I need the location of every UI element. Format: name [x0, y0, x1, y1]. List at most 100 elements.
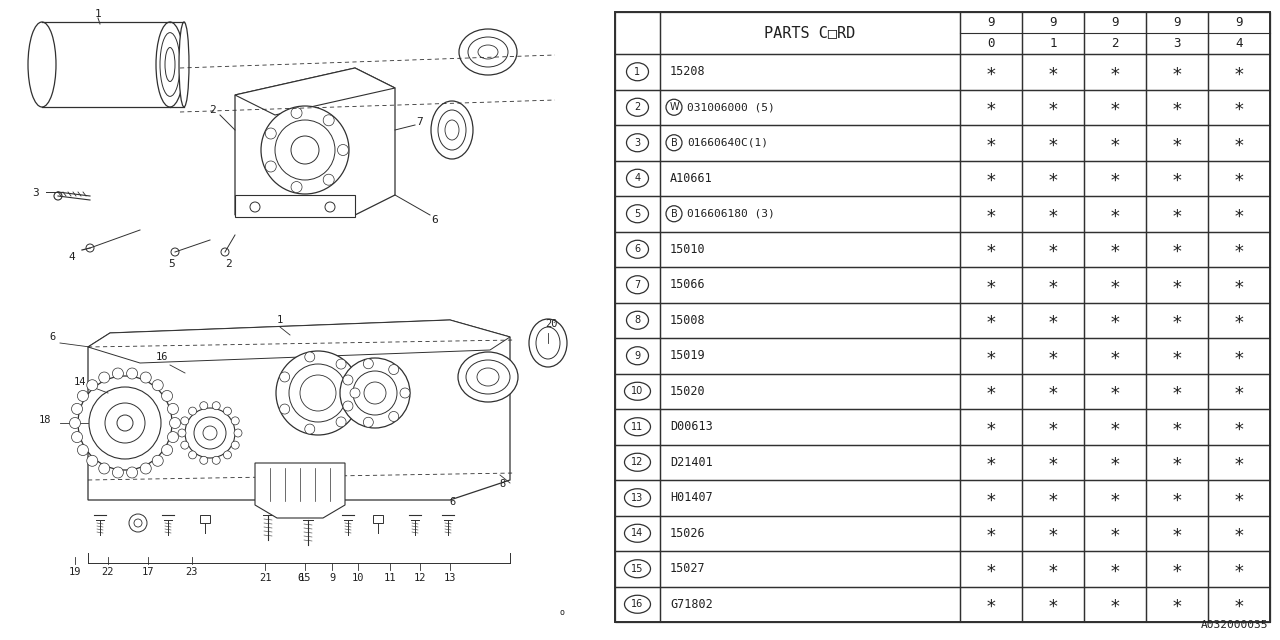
Text: 7: 7	[416, 117, 424, 127]
Text: ∗: ∗	[1110, 489, 1120, 507]
Text: 9: 9	[635, 351, 640, 361]
Circle shape	[343, 375, 353, 385]
Bar	[960, 161, 1021, 196]
Circle shape	[141, 463, 151, 474]
Bar	[1146, 232, 1208, 267]
Text: 12: 12	[631, 457, 644, 467]
Circle shape	[349, 388, 360, 398]
Bar	[1084, 267, 1146, 303]
Bar	[1208, 586, 1270, 622]
Text: ∗: ∗	[1110, 99, 1120, 116]
Text: ∗: ∗	[1171, 63, 1183, 81]
Circle shape	[340, 358, 410, 428]
Text: ∗: ∗	[1171, 311, 1183, 329]
Bar	[660, 586, 960, 622]
Bar	[660, 90, 960, 125]
Circle shape	[289, 364, 347, 422]
Circle shape	[99, 463, 110, 474]
Text: 9: 9	[1050, 16, 1057, 29]
Bar	[1084, 409, 1146, 445]
Text: 1: 1	[276, 315, 283, 325]
Circle shape	[261, 106, 349, 194]
Bar	[614, 480, 660, 515]
Ellipse shape	[625, 453, 650, 471]
Bar	[614, 338, 660, 374]
Bar	[1146, 12, 1208, 54]
Text: ∗: ∗	[1171, 453, 1183, 471]
Text: ∗: ∗	[1110, 169, 1120, 188]
Text: ∗: ∗	[1110, 311, 1120, 329]
Bar	[614, 12, 1270, 622]
Text: ∗: ∗	[1047, 382, 1059, 400]
Polygon shape	[236, 68, 396, 115]
Bar	[1021, 161, 1084, 196]
Circle shape	[389, 365, 398, 374]
Text: ∗: ∗	[986, 311, 996, 329]
Text: 9: 9	[987, 16, 995, 29]
Circle shape	[87, 380, 97, 390]
Bar	[1146, 90, 1208, 125]
Text: 031006000 (5): 031006000 (5)	[687, 102, 774, 112]
Circle shape	[279, 372, 289, 382]
Circle shape	[127, 368, 138, 379]
Text: 19: 19	[69, 567, 81, 577]
Ellipse shape	[666, 205, 682, 221]
Circle shape	[90, 387, 161, 459]
Text: 01660640C(1): 01660640C(1)	[687, 138, 768, 148]
Bar	[1208, 338, 1270, 374]
Circle shape	[161, 445, 173, 456]
Ellipse shape	[625, 595, 650, 613]
Circle shape	[364, 359, 374, 369]
Circle shape	[323, 174, 334, 185]
Bar	[236, 195, 355, 217]
Bar	[1208, 267, 1270, 303]
Bar	[614, 196, 660, 232]
Circle shape	[113, 368, 123, 379]
Ellipse shape	[666, 135, 682, 151]
Text: 3: 3	[635, 138, 640, 148]
Text: 2: 2	[635, 102, 640, 112]
Text: ∗: ∗	[986, 99, 996, 116]
Text: ∗: ∗	[1047, 453, 1059, 471]
Bar	[1208, 161, 1270, 196]
Text: ∗: ∗	[986, 524, 996, 542]
Ellipse shape	[666, 99, 682, 115]
Text: ∗: ∗	[1047, 489, 1059, 507]
Ellipse shape	[529, 319, 567, 367]
Circle shape	[86, 244, 93, 252]
Circle shape	[224, 451, 232, 459]
Text: ∗: ∗	[1047, 311, 1059, 329]
Bar	[960, 338, 1021, 374]
Circle shape	[276, 351, 360, 435]
Text: 11: 11	[631, 422, 644, 432]
Circle shape	[325, 202, 335, 212]
Ellipse shape	[477, 45, 498, 59]
Text: 18: 18	[38, 415, 51, 425]
Bar	[660, 267, 960, 303]
Text: 14: 14	[74, 377, 86, 387]
Text: 6: 6	[449, 497, 456, 507]
Bar	[660, 515, 960, 551]
Text: ∗: ∗	[1110, 63, 1120, 81]
Text: 3: 3	[32, 188, 40, 198]
Circle shape	[195, 417, 227, 449]
Text: 7: 7	[635, 280, 640, 290]
Text: ∗: ∗	[1171, 99, 1183, 116]
Text: ∗: ∗	[1110, 240, 1120, 259]
Circle shape	[265, 161, 276, 172]
Bar	[1084, 12, 1146, 54]
Circle shape	[200, 456, 207, 464]
Bar	[1208, 374, 1270, 409]
Text: ∗: ∗	[986, 276, 996, 294]
Bar	[1021, 54, 1084, 90]
Bar	[1146, 586, 1208, 622]
Ellipse shape	[179, 22, 189, 107]
Bar	[1208, 409, 1270, 445]
Text: D00613: D00613	[669, 420, 713, 433]
Text: 15066: 15066	[669, 278, 705, 291]
Text: ∗: ∗	[1110, 560, 1120, 578]
Circle shape	[300, 375, 335, 411]
Bar	[1208, 551, 1270, 586]
Bar	[960, 551, 1021, 586]
Bar	[960, 125, 1021, 161]
